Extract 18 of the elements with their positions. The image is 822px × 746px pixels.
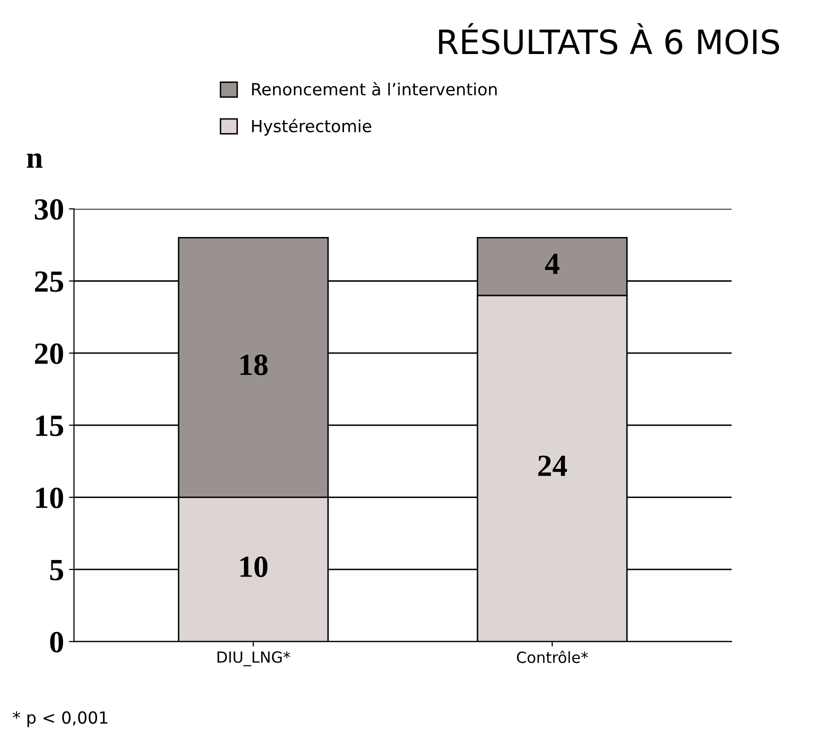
data-label: 4 — [545, 254, 560, 274]
y-tick-label: 0 — [50, 632, 64, 652]
x-tick-label: Contrôle* — [516, 650, 588, 664]
y-tick-label: 25 — [34, 271, 64, 292]
y-tick-label: 30 — [34, 199, 64, 220]
y-tick-label: 5 — [50, 560, 64, 580]
chart-title: RÉSULTATS À 6 MOIS — [439, 23, 780, 54]
data-label: 10 — [240, 556, 268, 578]
data-label: 18 — [240, 354, 268, 376]
y-tick-label: 10 — [36, 488, 64, 508]
legend-label: Renoncement à l’intervention — [252, 82, 497, 96]
y-tick-label: 20 — [34, 343, 64, 364]
y-tick-label: 15 — [36, 416, 64, 436]
legend-label: Hystérectomie — [252, 118, 372, 136]
data-label: 24 — [538, 456, 567, 476]
text: * p < 0,001 — [12, 711, 108, 728]
x-tick-label: DIU_LNG* — [218, 651, 290, 666]
y-axis-title: n — [26, 153, 43, 168]
